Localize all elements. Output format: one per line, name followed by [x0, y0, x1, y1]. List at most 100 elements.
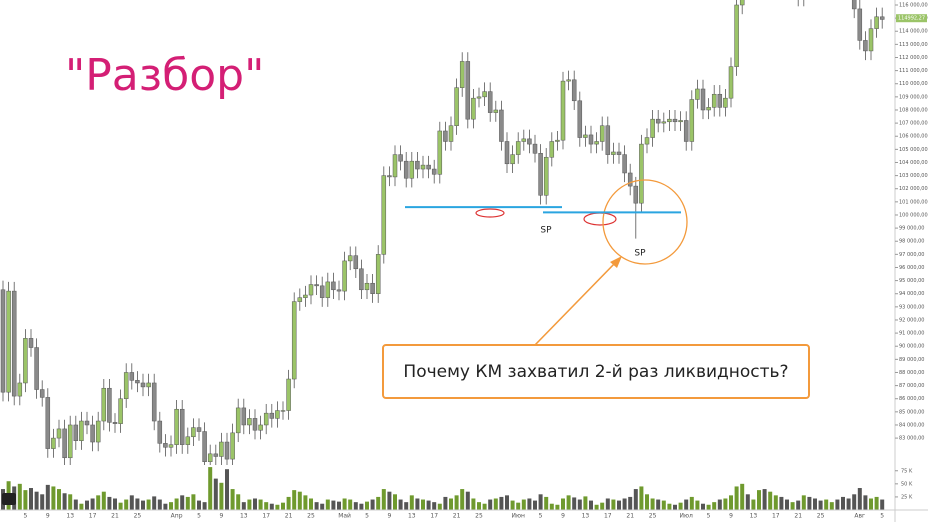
candle-body — [588, 134, 594, 145]
x-tick-label: 17 — [430, 513, 438, 520]
volume-bar — [600, 502, 605, 510]
y-tick-label: 108 000,00 — [899, 107, 928, 113]
candle-body — [739, 0, 745, 6]
candle-body — [168, 444, 174, 448]
volume-bar — [869, 498, 873, 510]
volume-bar — [96, 495, 101, 510]
candle-body — [174, 408, 179, 445]
x-tick-label: 21 — [794, 513, 802, 520]
volume-bar — [40, 494, 45, 510]
candle-body — [723, 97, 728, 108]
last-price-label: 114992,27 — [898, 16, 925, 22]
volume-bar — [561, 498, 565, 510]
last-price-tag — [896, 14, 927, 23]
candle-body — [476, 96, 482, 99]
y-tick-label: 83 000,00 — [899, 436, 924, 442]
volume-bar — [729, 495, 733, 510]
volume-bar — [874, 496, 879, 510]
candle-body — [336, 289, 342, 292]
candle-body — [644, 137, 650, 145]
volume-bar — [857, 488, 862, 510]
y-tick-label: 112 000,00 — [899, 55, 928, 61]
x-tick-label: 17 — [604, 513, 612, 520]
x-tick-label: 25 — [475, 513, 483, 520]
candle-body — [655, 118, 661, 124]
volume-bar — [129, 495, 134, 510]
candle-body — [560, 80, 566, 141]
candle-body — [17, 382, 23, 397]
x-tick-label: 13 — [750, 513, 758, 520]
volume-bar — [320, 503, 325, 510]
volume-bar — [684, 499, 689, 510]
candle-body — [252, 418, 258, 431]
volume-bar — [376, 496, 381, 510]
volume-bar — [589, 500, 593, 510]
y-tick-label: 101 000,00 — [899, 199, 928, 205]
candle-body — [280, 410, 286, 412]
candle-body — [521, 138, 527, 142]
y-tick-label: 104 000,00 — [899, 160, 928, 166]
volume-bar — [225, 469, 229, 510]
candle-body — [0, 289, 6, 393]
y-tick-label: 100 000,00 — [899, 212, 928, 218]
volume-bar — [23, 490, 28, 510]
question: Почему КМ захватил 2-й раз ликвидность? — [403, 362, 788, 382]
y-tick-label: 98 000,00 — [899, 239, 924, 245]
volume-bar — [505, 495, 509, 510]
volume-tick-label: 50 K — [901, 481, 913, 487]
candle-body — [689, 99, 695, 142]
x-tick-label: 17 — [262, 513, 270, 520]
volume-bar — [471, 498, 476, 510]
candle-body — [863, 40, 868, 52]
volume-bar — [751, 499, 756, 510]
candle-body — [504, 141, 510, 165]
volume-bar — [404, 502, 409, 510]
volume-bar — [617, 500, 621, 510]
volume-bar — [101, 491, 106, 510]
candle-body — [555, 139, 560, 142]
volume-bar — [510, 500, 515, 510]
y-tick-label: 97 000,00 — [899, 252, 924, 258]
volume-bar — [757, 490, 761, 510]
candle-body — [454, 87, 459, 126]
volume-bar — [768, 491, 773, 510]
candle-body — [185, 436, 191, 445]
arrow — [534, 261, 617, 346]
volume-bar — [846, 498, 851, 510]
candle-body — [566, 79, 571, 82]
candle-body — [616, 151, 622, 155]
candle-body — [711, 93, 717, 108]
volume-bar — [381, 489, 386, 510]
y-tick-label: 95 000,00 — [899, 278, 924, 284]
x-tick-label: 25 — [649, 513, 657, 520]
volume-bar — [566, 495, 571, 510]
candle-body — [734, 4, 739, 67]
y-tick-label: 93 000,00 — [899, 304, 924, 310]
candle-body — [538, 153, 543, 196]
volume-bar — [62, 493, 67, 510]
y-tick-label: 99 000,00 — [899, 226, 924, 232]
arrow-head — [610, 256, 622, 268]
x-tick-label: 5 — [197, 513, 201, 520]
volume-bar — [253, 498, 257, 510]
candle-body — [543, 156, 549, 196]
candle-body — [291, 301, 297, 380]
candles — [0, 0, 885, 465]
volume-bar — [762, 489, 767, 510]
candle-body — [275, 410, 280, 419]
volume-bar — [85, 500, 89, 510]
candle-body — [359, 268, 364, 291]
candle-body — [392, 154, 398, 178]
volume-bar — [460, 489, 465, 510]
volume-bar — [572, 497, 577, 510]
candle-body — [437, 130, 443, 175]
candle-body — [67, 424, 73, 459]
question-box — [382, 344, 810, 399]
volume-bar — [51, 486, 56, 510]
x-tick-label: 25 — [307, 513, 315, 520]
y-tick-label: 116 000,00 — [899, 2, 928, 8]
x-tick-label: 21 — [111, 513, 119, 520]
volume-bar — [801, 495, 806, 510]
candle-body — [594, 141, 599, 145]
candle-body — [202, 431, 207, 462]
